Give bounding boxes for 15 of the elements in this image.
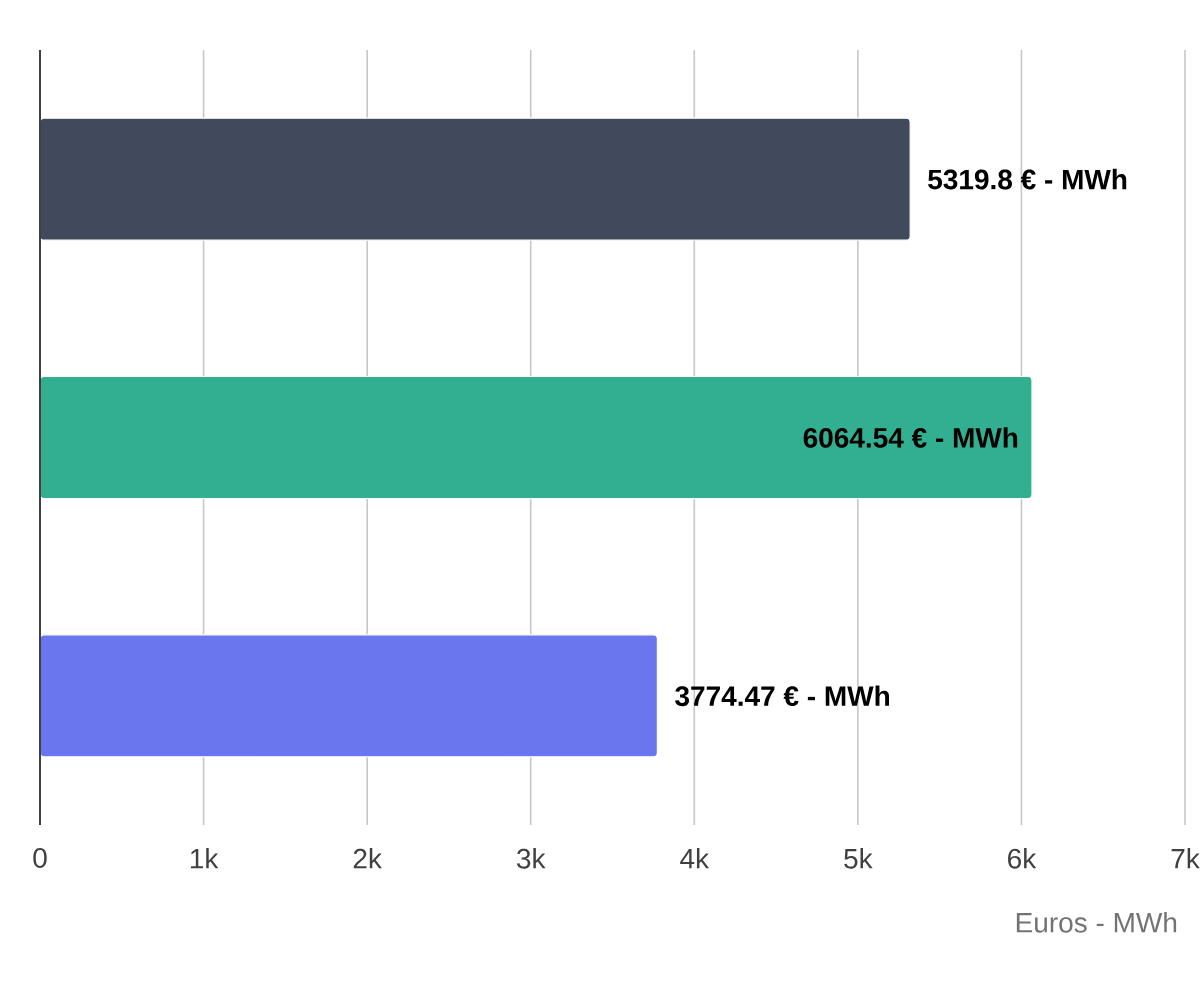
bar [39, 634, 658, 758]
data-label: 5319.8 € - MWh [928, 168, 1127, 190]
x-tick-label: 3k [517, 848, 546, 869]
bar [39, 117, 911, 241]
data-label: 6064.54 € - MWh [803, 427, 1018, 448]
x-tick-label: 0 [33, 848, 47, 868]
x-tick-label: 6k [1008, 848, 1037, 869]
data-label: 3774.47 € - MWh [675, 685, 889, 707]
x-tick-label: 1k [190, 848, 219, 869]
x-tick-label: 5k [844, 848, 873, 869]
x-tick-label: 2k [353, 848, 382, 869]
x-tick-label: 4k [680, 848, 710, 869]
x-axis-title: Euros - MWh [1016, 912, 1177, 933]
bar [39, 375, 1033, 500]
x-tick-label: 7k [1171, 848, 1200, 869]
